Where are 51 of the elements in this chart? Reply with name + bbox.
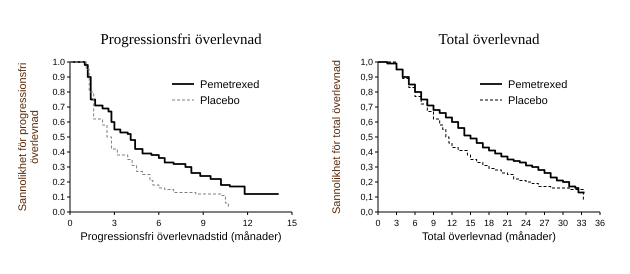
legend-label: Placebo — [508, 95, 548, 107]
x-tick-label: 15 — [465, 218, 476, 228]
y-tick-label: 0.6 — [52, 117, 65, 127]
x-axis-title: Total överlevnad (månader) — [422, 231, 556, 243]
x-tick-label: 15 — [286, 218, 298, 228]
x-axis-title: Progressionsfri överlevnadstid (månader) — [80, 231, 282, 243]
y-tick-label: 0.8 — [52, 87, 65, 97]
x-tick-label: 9 — [200, 218, 206, 228]
y-tick-label: 0,3 — [360, 162, 373, 172]
x-tick-label: 0 — [67, 218, 73, 228]
x-tick-label: 3 — [394, 218, 400, 228]
x-tick-label: 18 — [484, 218, 494, 228]
y-tick-label: 0,8 — [360, 87, 373, 97]
x-tick-label: 12 — [242, 218, 253, 228]
x-tick-label: 0 — [375, 218, 381, 228]
chart-title: Total överlevnad — [438, 32, 540, 48]
y-tick-label: 0,0 — [360, 207, 373, 217]
x-tick-label: 6 — [412, 218, 418, 228]
x-tick-label: 30 — [558, 218, 568, 228]
y-tick-label: 0,4 — [360, 147, 373, 157]
y-tick-label: 0.5 — [52, 132, 65, 142]
y-tick-label: 0.9 — [52, 72, 65, 82]
x-tick-label: 12 — [446, 218, 458, 228]
y-tick-label: 0,1 — [360, 192, 373, 202]
y-tick-label: 1,0 — [360, 57, 373, 67]
y-tick-label: 0,2 — [360, 177, 373, 187]
x-tick-label: 6 — [156, 218, 162, 228]
legend-label: Pemetrexed — [200, 79, 260, 91]
x-tick-label: 36 — [594, 218, 606, 228]
y-tick-label: 0.3 — [52, 162, 65, 172]
y-tick-label: 0.0 — [52, 207, 65, 217]
y-tick-label: 0.1 — [52, 192, 65, 202]
y-tick-label: 0,9 — [360, 72, 373, 82]
x-tick-label: 21 — [502, 218, 513, 228]
x-tick-label: 9 — [430, 218, 436, 228]
x-tick-label: 24 — [520, 218, 532, 228]
y-tick-label: 0,6 — [360, 117, 373, 127]
y-axis-title: Sannolikhet för total överlevnad — [331, 60, 343, 214]
chart-title: Progressionsfri överlevnad — [100, 32, 262, 48]
y-tick-label: 0,5 — [360, 132, 373, 142]
y-tick-label: 0.4 — [52, 147, 65, 157]
legend-label: Pemetrexed — [508, 79, 568, 91]
y-tick-label: 0.7 — [52, 102, 65, 112]
x-tick-label: 3 — [112, 218, 117, 228]
x-tick-label: 27 — [539, 218, 550, 228]
legend-label: Placebo — [200, 95, 240, 107]
y-tick-label: 1.0 — [52, 57, 65, 67]
x-tick-label: 33 — [576, 218, 587, 228]
y-tick-label: 0.2 — [52, 177, 65, 187]
y-tick-label: 0,7 — [360, 102, 373, 112]
y-axis-title: Sannolikhet för progressionsfri överlevnad — [17, 62, 41, 212]
